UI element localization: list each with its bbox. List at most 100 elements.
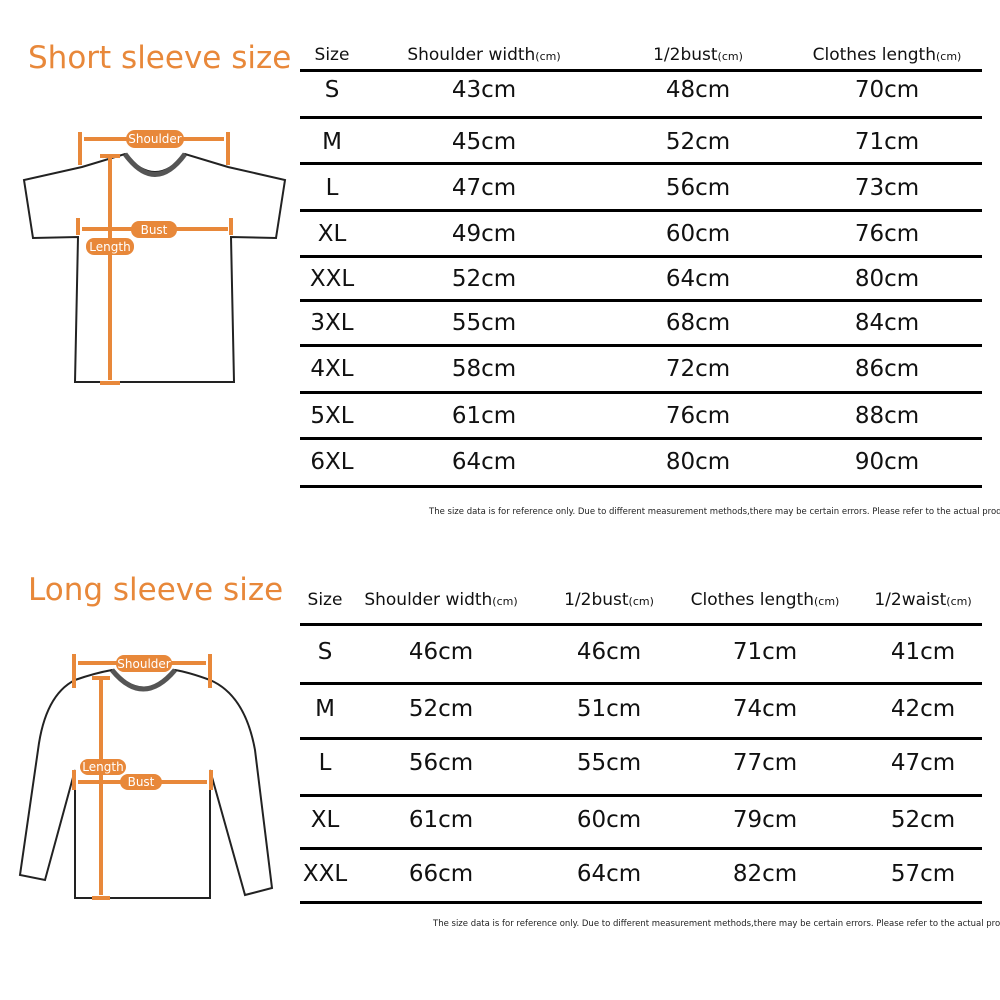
measurement-cell: 56cm	[408, 750, 474, 776]
column-header: Clothes length(cm)	[812, 45, 962, 65]
measurement-cell: 55cm	[451, 310, 517, 336]
measurement-cell: 88cm	[854, 403, 920, 429]
measurement-cell: 73cm	[854, 175, 920, 201]
measurement-cell: 57cm	[890, 861, 956, 887]
short-sleeve-title: Short sleeve size	[28, 40, 292, 76]
column-header: Shoulder width(cm)	[407, 45, 561, 65]
row-divider	[300, 255, 982, 258]
measurement-cell: 80cm	[665, 449, 731, 475]
shoulder-label: Shoulder	[128, 132, 182, 146]
measurement-cell: 74cm	[732, 696, 798, 722]
row-divider	[300, 391, 982, 394]
bust-label: Bust	[141, 223, 168, 237]
measurement-cell: 68cm	[665, 310, 731, 336]
measurement-cell: 47cm	[890, 750, 956, 776]
short-sleeve-note: The size data is for reference only. Due…	[429, 507, 1000, 517]
measurement-cell: 71cm	[732, 639, 798, 665]
column-header: Size	[307, 590, 343, 610]
length-label: Length	[89, 240, 130, 254]
measurement-cell: 51cm	[576, 696, 642, 722]
measurement-cell: 77cm	[732, 750, 798, 776]
measurement-cell: 61cm	[408, 807, 474, 833]
long-sleeve-title: Long sleeve size	[28, 572, 284, 608]
row-divider	[300, 209, 982, 212]
size-cell: L	[325, 175, 339, 201]
measurement-cell: 80cm	[854, 266, 920, 292]
column-header: Size	[314, 45, 350, 65]
size-cell: 3XL	[310, 310, 354, 336]
measurement-cell: 56cm	[665, 175, 731, 201]
row-divider	[300, 682, 982, 685]
measurement-cell: 46cm	[576, 639, 642, 665]
measurement-cell: 71cm	[854, 129, 920, 155]
row-divider	[300, 737, 982, 740]
row-divider	[300, 162, 982, 165]
measurement-cell: 49cm	[451, 221, 517, 247]
size-cell: M	[315, 696, 335, 722]
size-cell: 4XL	[310, 356, 354, 382]
column-header: 1/2waist(cm)	[874, 590, 972, 610]
row-divider	[300, 901, 982, 904]
shoulder-label: Shoulder	[117, 657, 171, 671]
measurement-cell: 45cm	[451, 129, 517, 155]
size-cell: S	[317, 639, 333, 665]
size-cell: L	[318, 750, 332, 776]
long-sleeve-shirt-diagram: Shoulder Length Bust	[18, 654, 274, 900]
measurement-cell: 60cm	[665, 221, 731, 247]
size-cell: XL	[310, 807, 340, 833]
measurement-cell: 86cm	[854, 356, 920, 382]
size-cell: XXL	[302, 861, 348, 887]
measurement-cell: 76cm	[854, 221, 920, 247]
row-divider	[300, 437, 982, 440]
measurement-cell: 72cm	[665, 356, 731, 382]
shoulder-label-pill	[126, 130, 184, 148]
measurement-cell: 42cm	[890, 696, 956, 722]
measurement-cell: 66cm	[408, 861, 474, 887]
size-cell: 6XL	[310, 449, 354, 475]
size-cell: 5XL	[310, 403, 354, 429]
bust-label: Bust	[128, 775, 155, 789]
measurement-cell: 64cm	[451, 449, 517, 475]
row-divider	[300, 847, 982, 850]
column-header: Shoulder width(cm)	[364, 590, 518, 610]
row-divider	[300, 794, 982, 797]
measurement-cell: 41cm	[890, 639, 956, 665]
measurement-cell: 43cm	[451, 77, 517, 103]
size-cell: XL	[317, 221, 347, 247]
size-cell: S	[324, 77, 340, 103]
measurement-cell: 52cm	[665, 129, 731, 155]
length-label: Length	[82, 760, 123, 774]
row-divider	[300, 299, 982, 302]
row-divider	[300, 116, 982, 119]
measurement-cell: 82cm	[732, 861, 798, 887]
size-cell: M	[322, 129, 342, 155]
measurement-cell: 48cm	[665, 77, 731, 103]
measurement-cell: 76cm	[665, 403, 731, 429]
measurement-cell: 64cm	[576, 861, 642, 887]
measurement-cell: 60cm	[576, 807, 642, 833]
measurement-cell: 52cm	[890, 807, 956, 833]
measurement-cell: 47cm	[451, 175, 517, 201]
measurement-cell: 64cm	[665, 266, 731, 292]
measurement-cell: 90cm	[854, 449, 920, 475]
measurement-cell: 84cm	[854, 310, 920, 336]
measurement-cell: 52cm	[451, 266, 517, 292]
row-divider	[300, 485, 982, 488]
column-header: 1/2bust(cm)	[564, 590, 654, 610]
short-sleeve-shirt-diagram: Shoulder Bust Length	[22, 130, 287, 385]
size-cell: XXL	[309, 266, 355, 292]
row-divider	[300, 69, 982, 72]
measurement-cell: 70cm	[854, 77, 920, 103]
measurement-cell: 46cm	[408, 639, 474, 665]
column-header: 1/2bust(cm)	[653, 45, 743, 65]
row-divider	[300, 344, 982, 347]
measurement-cell: 58cm	[451, 356, 517, 382]
measurement-cell: 55cm	[576, 750, 642, 776]
measurement-cell: 52cm	[408, 696, 474, 722]
measurement-cell: 79cm	[732, 807, 798, 833]
row-divider	[300, 623, 982, 626]
long-sleeve-note: The size data is for reference only. Due…	[433, 919, 1000, 929]
column-header: Clothes length(cm)	[690, 590, 840, 610]
measurement-cell: 61cm	[451, 403, 517, 429]
